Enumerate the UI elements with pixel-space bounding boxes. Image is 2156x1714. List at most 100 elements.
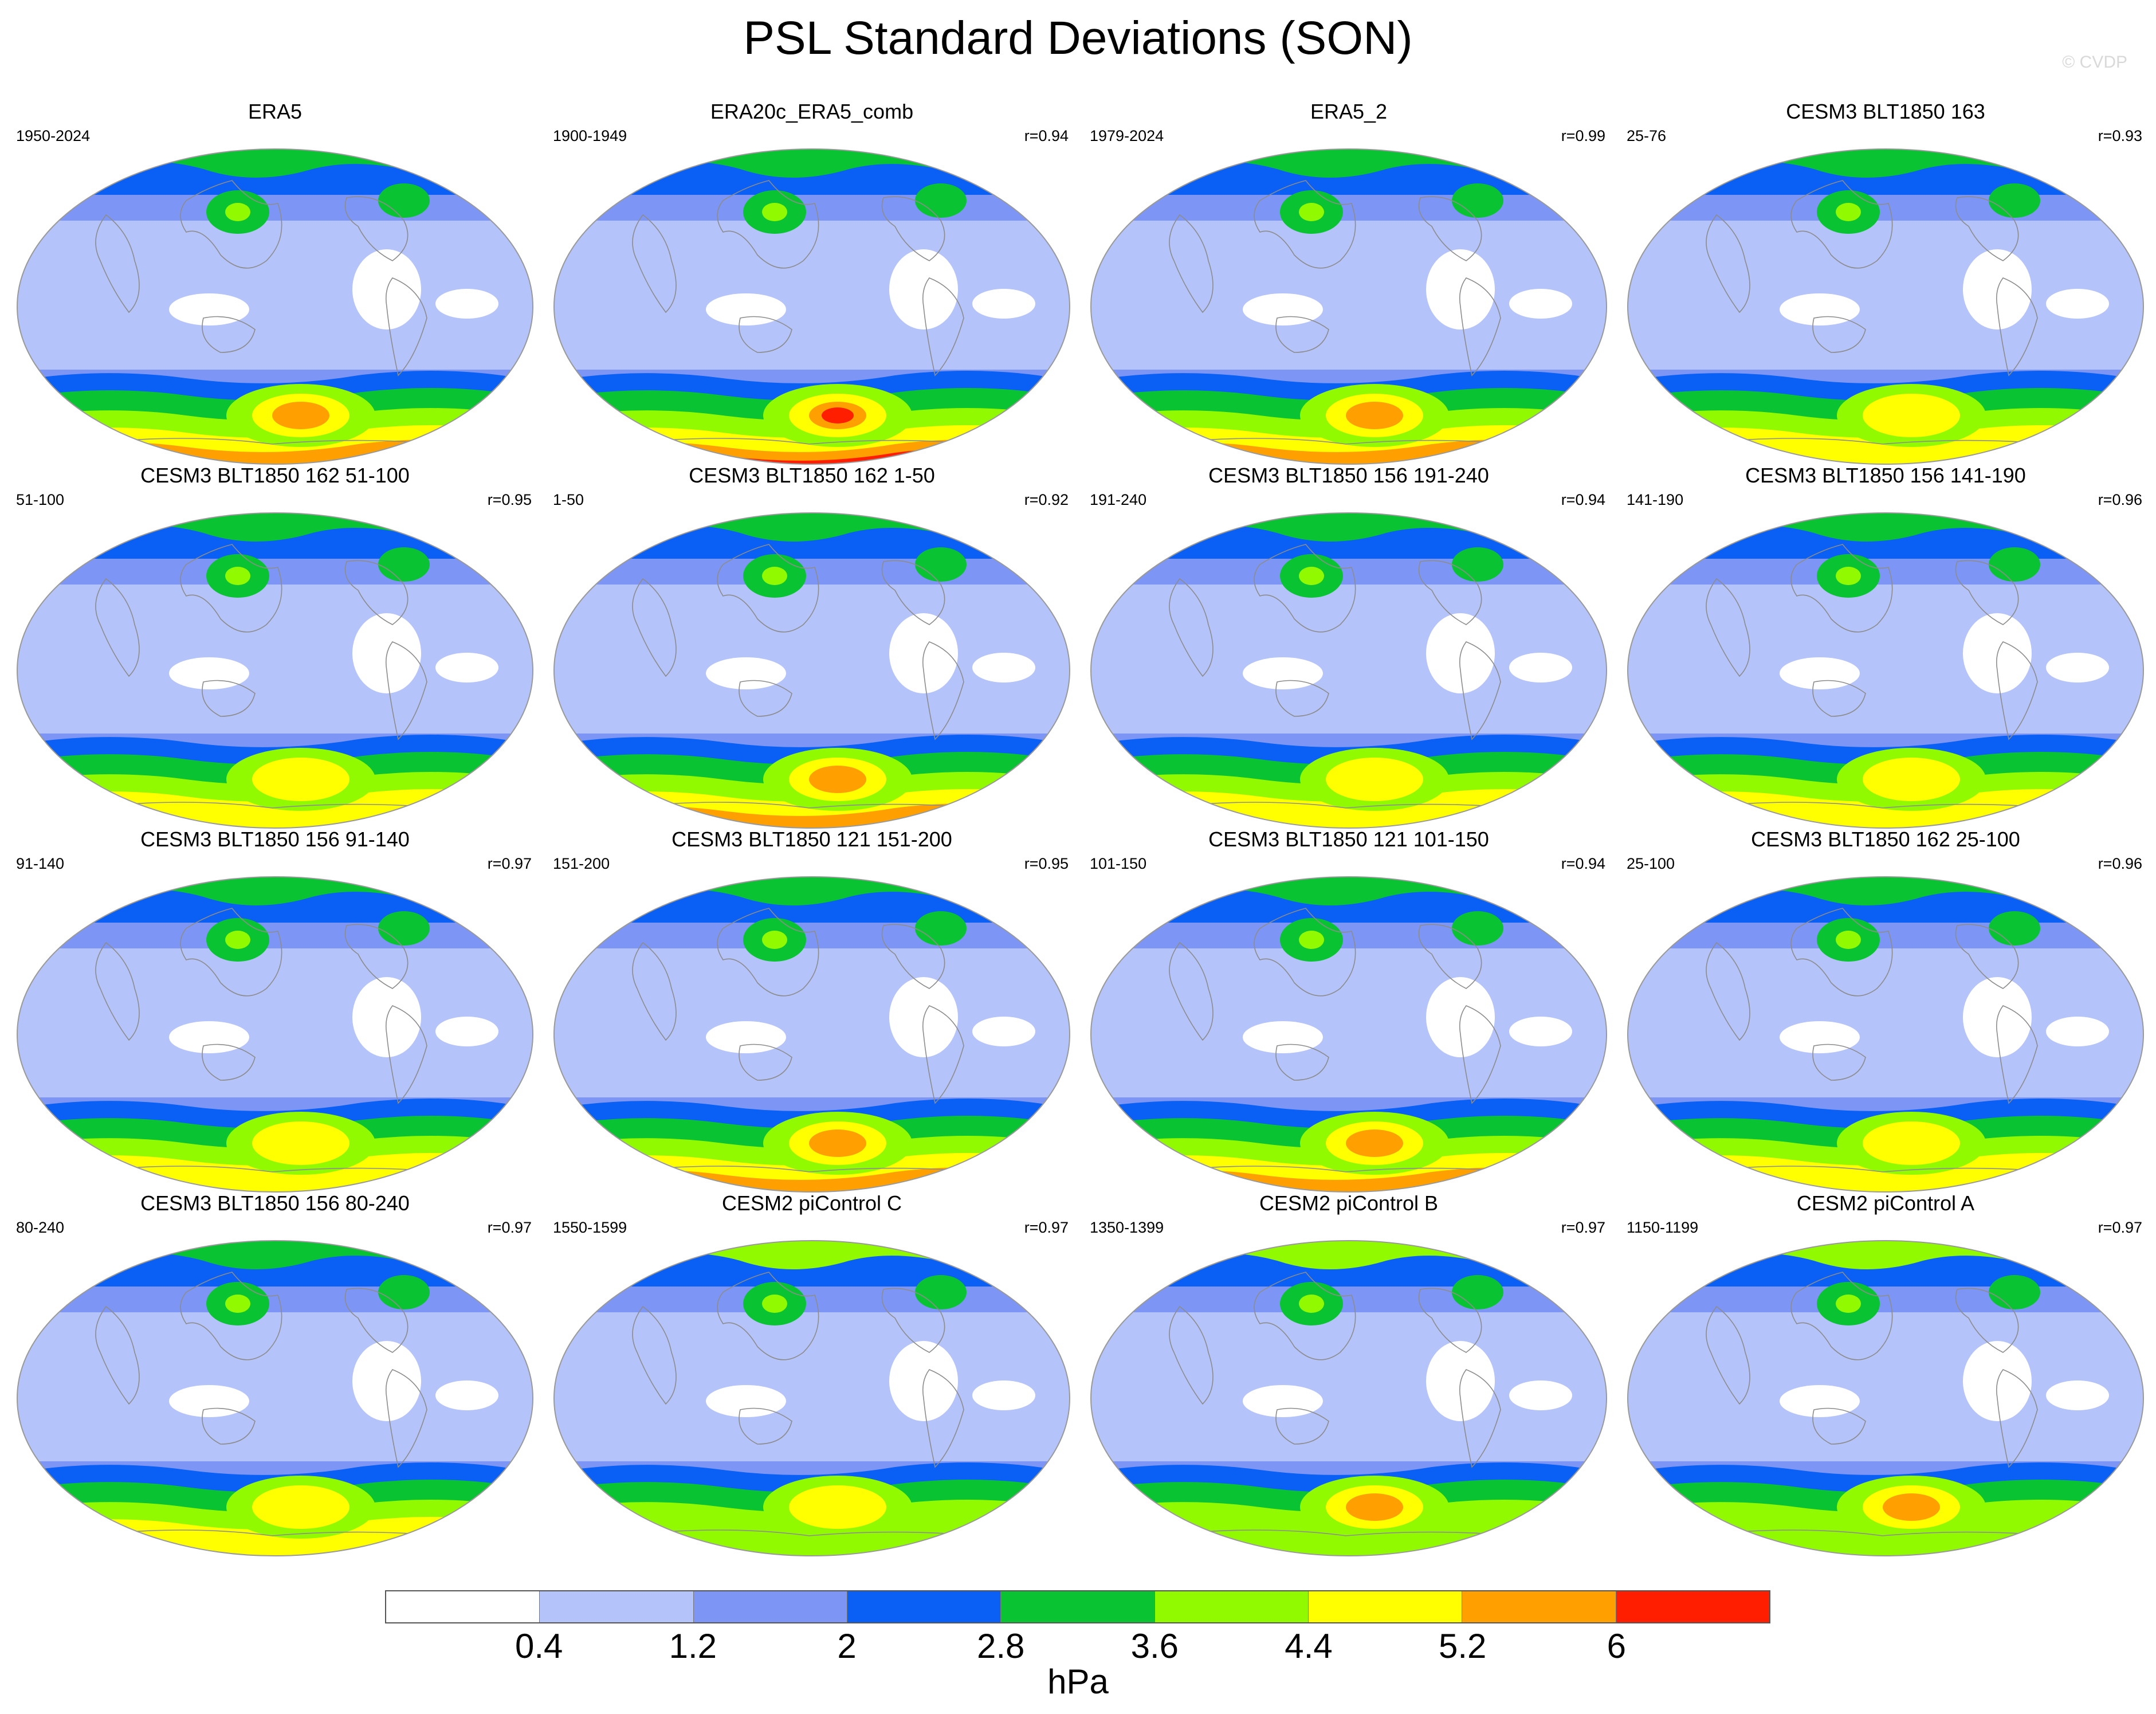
map-panel: CESM2 piControl A 1150-1199 r=0.97 <box>1616 1191 2155 1564</box>
tropic-white-patch <box>1243 1021 1323 1053</box>
tropic-white-patch <box>972 289 1035 319</box>
coastline-north-america <box>1955 1288 2019 1353</box>
coastline-asia <box>180 180 282 269</box>
coastline-australia <box>1812 1407 1866 1445</box>
coastline-north-america <box>344 1288 409 1353</box>
coastline-north-america <box>344 196 409 261</box>
colorbar-tick-label: 1.2 <box>669 1627 717 1665</box>
tropic-white-patch <box>1509 1017 1572 1046</box>
panel-correlation: r=0.97 <box>1024 1219 1069 1236</box>
map-panel: ERA5_2 1979-2024 r=0.99 <box>1079 100 1618 473</box>
world-map-psl-sd <box>1090 148 1607 465</box>
map-panel: CESM3 BLT1850 162 51-100 51-100 r=0.95 <box>6 464 544 837</box>
coastline-south-america <box>1996 277 2038 376</box>
coastline-north-america <box>881 560 945 625</box>
panel-correlation: r=0.96 <box>2098 491 2142 508</box>
coastline-south-america <box>1996 1005 2038 1104</box>
colorbar-swatch <box>386 1591 540 1622</box>
tropic-white-patch <box>1243 1385 1323 1417</box>
coastline-asia <box>717 1272 819 1360</box>
coastline-africa <box>1706 1305 1750 1405</box>
coastline-australia <box>1275 316 1329 353</box>
coastline-australia <box>739 680 792 717</box>
map-border <box>1627 1240 2144 1556</box>
tropic-white-patch <box>435 1017 498 1046</box>
coastline-south-america <box>1459 277 1501 376</box>
coastline-australia <box>202 1407 256 1445</box>
panel-title: CESM3 BLT1850 162 25-100 <box>1751 827 2020 851</box>
map-panel: ERA5 1950-2024 <box>6 100 544 473</box>
coastline-south-america <box>1459 1369 1501 1468</box>
coastline-north-america <box>1418 560 1482 625</box>
panel-title: CESM3 BLT1850 156 191-240 <box>1208 464 1489 487</box>
colorbar-tick-label: 4.4 <box>1285 1627 1333 1665</box>
southern-anomaly-contour <box>1863 758 1960 801</box>
panel-years: 151-200 <box>553 855 610 872</box>
world-map-psl-sd <box>553 148 1070 465</box>
southern-anomaly-contour <box>1863 1121 1960 1165</box>
coastline-africa <box>632 578 677 677</box>
map-border <box>553 876 1070 1193</box>
tropic-white-patch <box>706 1021 786 1053</box>
coastline-africa <box>1706 942 1750 1041</box>
panel-correlation: r=0.97 <box>2098 1219 2142 1236</box>
map-panel: CESM3 BLT1850 156 91-140 91-140 r=0.97 <box>6 827 544 1201</box>
coastline-asia <box>1790 908 1893 997</box>
panel-years: 191-240 <box>1090 491 1147 508</box>
map-border <box>1090 876 1607 1193</box>
panel-years: 1900-1949 <box>553 127 627 144</box>
panel-title: ERA5 <box>248 100 303 123</box>
panel-correlation: r=0.97 <box>487 1219 532 1236</box>
tropic-white-patch <box>706 1385 786 1417</box>
map-border <box>17 1240 533 1556</box>
coastline-africa <box>1706 214 1750 313</box>
coastline-north-america <box>881 924 945 989</box>
panel-title: CESM2 piControl C <box>721 1191 902 1215</box>
map-panel: CESM3 BLT1850 156 80-240 80-240 r=0.97 <box>6 1191 544 1564</box>
tropic-white-patch <box>706 293 786 325</box>
southern-anomaly-contour <box>252 758 349 801</box>
tropic-white-patch <box>1780 1385 1860 1417</box>
panel-title: ERA5_2 <box>1310 100 1388 123</box>
map-border <box>1627 876 2144 1193</box>
tropic-white-patch <box>435 289 498 319</box>
coastline-africa <box>632 1305 677 1405</box>
coastline-asia <box>180 1272 282 1360</box>
coastline-africa <box>1169 1305 1214 1405</box>
panel-years: 25-100 <box>1627 855 1675 872</box>
tropic-white-patch <box>2046 653 2109 683</box>
panel-correlation: r=0.95 <box>1024 855 1069 872</box>
southern-anomaly-contour <box>272 402 329 429</box>
map-panel: CESM3 BLT1850 156 191-240 191-240 r=0.94 <box>1079 464 1618 837</box>
cvdp-watermark: © CVDP <box>2062 53 2127 72</box>
coastline-south-america <box>922 1369 964 1468</box>
tropic-white-patch <box>706 657 786 689</box>
tropic-white-patch <box>169 657 249 689</box>
panel-years: 25-76 <box>1627 127 1667 144</box>
colorbar-swatch <box>1462 1591 1616 1622</box>
southern-anomaly-contour <box>822 407 854 423</box>
tropic-white-patch <box>435 653 498 683</box>
panel-years: 1550-1599 <box>553 1219 627 1236</box>
colorbar-tick-label: 2 <box>837 1627 857 1665</box>
coastline-south-america <box>1996 1369 2038 1468</box>
tropic-white-patch <box>1780 293 1860 325</box>
coastline-australia <box>739 316 792 353</box>
tropic-white-patch <box>1509 1380 1572 1410</box>
panel-years: 1150-1199 <box>1627 1219 1699 1236</box>
tropic-white-patch <box>1509 289 1572 319</box>
coastline-asia <box>1790 180 1893 269</box>
world-map-psl-sd <box>553 512 1070 829</box>
coastline-australia <box>1275 1044 1329 1081</box>
world-map-psl-sd <box>17 876 533 1193</box>
world-map-psl-sd <box>1090 876 1607 1193</box>
tropic-white-patch <box>972 1017 1035 1046</box>
panel-years: 1979-2024 <box>1090 127 1164 144</box>
coastline-south-america <box>922 641 964 740</box>
panel-years: 51-100 <box>16 491 65 508</box>
tropic-white-patch <box>2046 289 2109 319</box>
panel-correlation: r=0.93 <box>2098 127 2142 144</box>
map-panel: CESM3 BLT1850 162 1-50 1-50 r=0.92 <box>543 464 1081 837</box>
tropic-white-patch <box>1780 1021 1860 1053</box>
map-border <box>1090 148 1607 465</box>
